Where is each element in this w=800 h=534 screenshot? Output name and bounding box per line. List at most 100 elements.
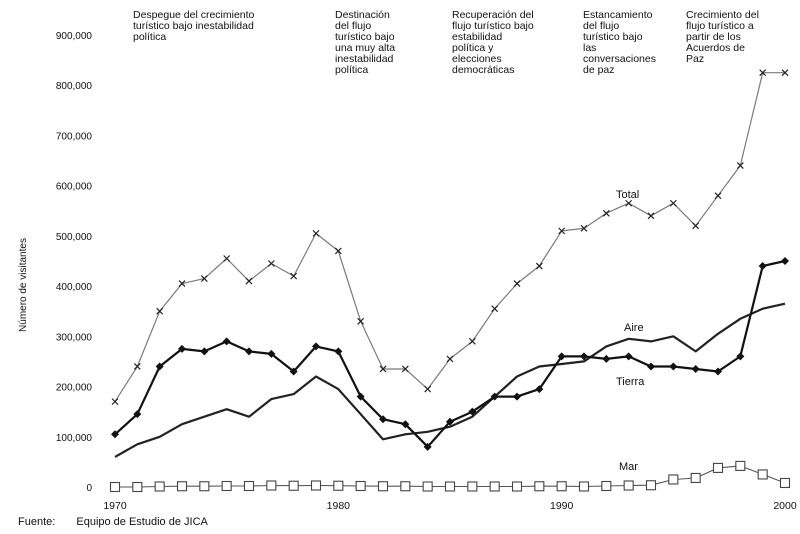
data-point-tierra xyxy=(245,347,253,356)
data-point-tierra xyxy=(133,410,142,419)
data-point-total xyxy=(491,305,499,313)
data-point-tierra xyxy=(758,262,767,271)
data-point-mar xyxy=(668,474,679,485)
data-point-tierra xyxy=(580,352,588,361)
series-label-aire: Aire xyxy=(624,322,644,334)
data-point-total xyxy=(513,280,521,288)
data-point-mar xyxy=(735,460,746,471)
data-point-total xyxy=(446,355,454,363)
data-point-total xyxy=(535,262,543,270)
data-point-mar xyxy=(757,469,768,480)
data-point-tierra xyxy=(111,430,119,439)
data-point-total xyxy=(401,365,409,373)
source-label: Fuente: xyxy=(18,516,56,528)
period-label-5: Crecimiento del flujo turístico a partir… xyxy=(686,9,759,65)
data-point-tierra xyxy=(178,344,186,353)
data-point-total xyxy=(714,192,722,200)
data-point-mar xyxy=(400,481,411,492)
data-point-mar xyxy=(556,481,567,492)
data-point-mar xyxy=(779,477,791,489)
data-point-mar xyxy=(333,480,344,491)
data-point-total xyxy=(200,275,208,283)
data-point-tierra xyxy=(379,415,387,424)
data-point-total xyxy=(156,307,164,315)
data-point-mar xyxy=(221,480,232,492)
data-point-tierra xyxy=(691,364,700,373)
data-point-total xyxy=(759,69,767,77)
data-point-tierra xyxy=(155,362,164,371)
data-point-tierra xyxy=(781,257,789,265)
data-point-total xyxy=(133,363,141,370)
data-point-tierra xyxy=(714,367,722,376)
data-point-mar xyxy=(467,481,478,492)
data-point-mar xyxy=(243,480,255,492)
data-point-mar xyxy=(534,481,545,492)
data-point-tierra xyxy=(423,442,432,451)
data-point-mar xyxy=(422,481,433,492)
data-point-mar xyxy=(355,480,366,492)
data-point-total xyxy=(602,209,610,217)
data-point-mar xyxy=(623,480,634,491)
data-point-total xyxy=(178,280,186,288)
data-point-total xyxy=(312,229,320,237)
y-tick-label: 900,000 xyxy=(56,31,93,42)
data-point-mar xyxy=(578,481,590,492)
y-tick-label: 0 xyxy=(86,483,92,494)
data-point-tierra xyxy=(401,420,410,429)
data-point-tierra xyxy=(312,342,320,351)
y-tick-label: 600,000 xyxy=(56,182,93,193)
data-point-total xyxy=(379,365,387,373)
data-point-total xyxy=(267,260,275,267)
data-point-total xyxy=(647,212,655,220)
data-point-total xyxy=(424,385,432,393)
x-tick-label: 1990 xyxy=(550,500,574,512)
series-label-tierra: Tierra xyxy=(616,376,645,388)
data-point-tierra xyxy=(535,385,544,394)
data-point-tierra xyxy=(356,392,365,401)
data-point-tierra xyxy=(490,392,499,401)
y-tick-label: 700,000 xyxy=(56,131,93,142)
series-line-aire xyxy=(114,302,786,458)
x-tick-label: 1970 xyxy=(103,500,127,512)
data-point-total xyxy=(334,247,342,255)
series-line-total xyxy=(114,72,785,402)
period-label-2: Destinación del flujo turístico bajo una… xyxy=(335,9,396,76)
data-point-tierra xyxy=(222,337,231,346)
data-point-mar xyxy=(444,481,456,492)
axes: 0 100,000 200,000 300,000 400,000 500,000 600,… xyxy=(56,31,797,512)
series-labels: Total Aire Tierra Mar xyxy=(616,189,645,473)
data-point-total xyxy=(357,317,365,325)
data-point-total xyxy=(558,227,566,235)
data-point-mar xyxy=(199,481,210,492)
y-tick-label: 500,000 xyxy=(56,232,93,243)
data-point-tierra xyxy=(647,362,655,371)
data-point-total xyxy=(736,162,744,170)
data-point-tierra xyxy=(669,362,678,371)
period-label-3: Recuperación del flujo turístico bajo es… xyxy=(452,9,534,76)
data-point-total xyxy=(111,398,119,406)
source-text: Equipo de Estudio de JICA xyxy=(76,516,208,528)
data-point-tierra xyxy=(289,367,298,376)
data-point-tierra xyxy=(334,347,343,356)
period-label-4: Estancamiento del flujo turístico bajo l… xyxy=(583,9,656,76)
series-markers xyxy=(109,69,791,493)
data-point-mar xyxy=(132,481,143,493)
data-point-total xyxy=(625,199,633,207)
data-point-mar xyxy=(310,480,322,491)
series-label-total: Total xyxy=(616,189,639,201)
data-point-mar xyxy=(288,480,299,491)
period-label-1: Despegue del crecimiento turístico bajo … xyxy=(133,9,255,43)
data-point-mar xyxy=(690,472,701,484)
data-point-mar xyxy=(109,481,121,493)
data-point-total xyxy=(692,222,700,230)
data-point-tierra xyxy=(267,349,276,358)
y-tick-label: 400,000 xyxy=(56,282,93,293)
x-tick-label: 2000 xyxy=(773,500,797,512)
data-point-tierra xyxy=(624,352,633,361)
data-point-total xyxy=(290,272,298,280)
data-point-total xyxy=(223,255,231,262)
y-axis-label: Número de visitantes xyxy=(18,238,29,332)
y-tick-label: 800,000 xyxy=(56,81,93,92)
data-point-mar xyxy=(645,480,657,491)
